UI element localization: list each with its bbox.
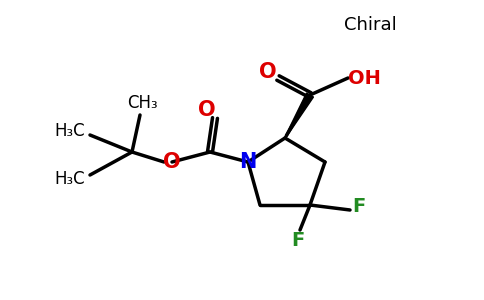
Text: O: O — [198, 100, 216, 120]
Text: OH: OH — [348, 68, 380, 88]
Text: O: O — [163, 152, 181, 172]
Text: O: O — [259, 62, 277, 82]
Text: H₃C: H₃C — [55, 122, 85, 140]
Text: F: F — [352, 197, 365, 217]
Polygon shape — [285, 93, 314, 138]
Text: CH₃: CH₃ — [127, 94, 157, 112]
Text: H₃C: H₃C — [55, 170, 85, 188]
Text: N: N — [239, 152, 257, 172]
Text: F: F — [291, 230, 304, 250]
Text: Chiral: Chiral — [344, 16, 396, 34]
